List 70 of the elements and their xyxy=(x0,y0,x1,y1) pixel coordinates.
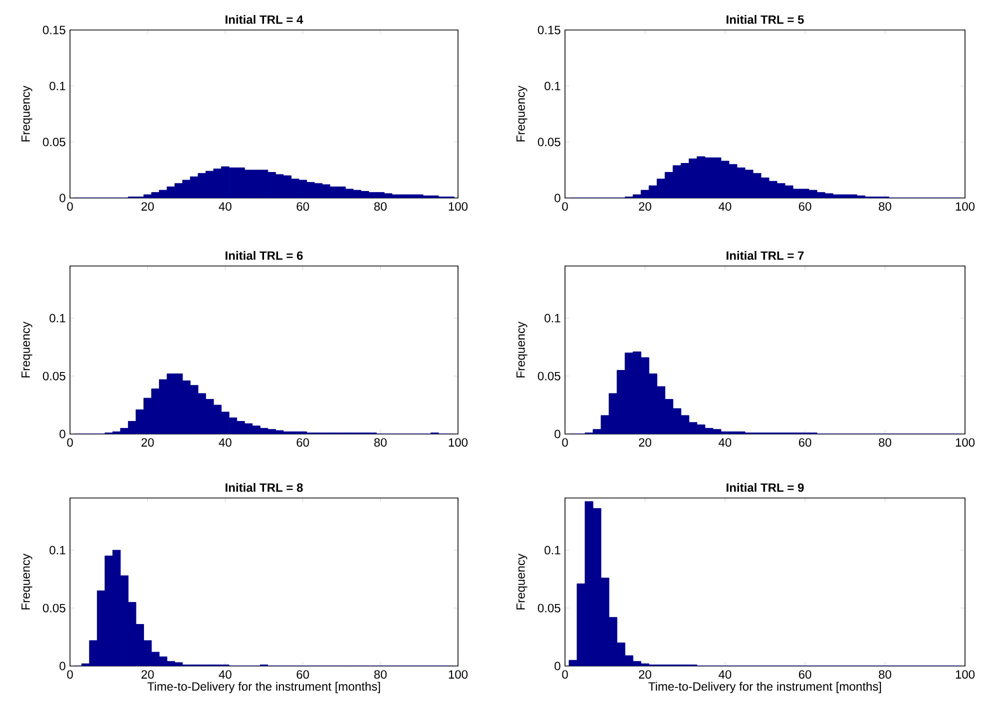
x-tick-label: 100 xyxy=(448,438,468,447)
y-tick-label: 0 xyxy=(60,194,66,202)
y-tick-label: 0.05 xyxy=(42,372,66,380)
x-tick-label: 60 xyxy=(296,670,310,679)
chart-title: Initial TRL = 6 xyxy=(226,251,303,260)
x-tick-label: 20 xyxy=(638,202,652,211)
x-tick-label: 80 xyxy=(878,670,892,679)
x-axis-title: Time-to-Delivery for the instrument [months] xyxy=(648,682,881,694)
y-axis-title: Frequency xyxy=(516,322,528,378)
x-tick-label: 20 xyxy=(638,438,652,447)
y-axis-title: Frequency xyxy=(22,86,32,142)
x-tick-label: 20 xyxy=(142,438,154,447)
y-tick-label: 0 xyxy=(60,662,66,670)
y-axis-title: Frequency xyxy=(516,86,528,142)
x-tick-label: 40 xyxy=(218,438,232,447)
chart-title: Initial TRL = 7 xyxy=(726,251,804,260)
x-tick-label: 60 xyxy=(296,438,310,447)
y-tick-label: 0.05 xyxy=(538,138,560,146)
y-tick-label: 0 xyxy=(554,194,560,202)
y-tick-label: 0.05 xyxy=(42,138,66,146)
x-tick-label: 100 xyxy=(956,438,975,447)
y-tick-label: 0.1 xyxy=(544,546,560,554)
chart-title: Initial TRL = 9 xyxy=(726,483,804,492)
x-tick-label: 80 xyxy=(374,438,387,447)
x-tick-label: 40 xyxy=(718,438,732,447)
y-axis-title: Frequency xyxy=(22,554,32,610)
y-tick-label: 0 xyxy=(554,430,560,438)
x-tick-label: 80 xyxy=(374,670,387,679)
x-tick-label: 20 xyxy=(638,670,652,679)
x-tick-label: 0 xyxy=(67,438,73,447)
x-tick-label: 40 xyxy=(218,670,232,679)
y-tick-label: 0.1 xyxy=(544,82,560,90)
x-tick-label: 0 xyxy=(562,670,568,679)
y-axis-title: Frequency xyxy=(22,322,32,378)
x-tick-label: 60 xyxy=(798,670,812,679)
x-tick-label: 100 xyxy=(956,202,975,211)
x-tick-label: 60 xyxy=(798,438,812,447)
x-tick-label: 100 xyxy=(448,670,468,679)
y-tick-label: 0 xyxy=(554,662,560,670)
chart-title: Initial TRL = 8 xyxy=(226,483,303,492)
y-axis-title: Frequency xyxy=(516,554,528,610)
x-tick-label: 0 xyxy=(562,202,568,211)
x-tick-label: 0 xyxy=(67,202,73,211)
chart-title: Initial TRL = 4 xyxy=(226,14,304,24)
x-tick-label: 60 xyxy=(798,202,812,211)
x-tick-label: 80 xyxy=(878,438,892,447)
y-tick-label: 0.05 xyxy=(538,372,560,380)
x-tick-label: 0 xyxy=(562,438,568,447)
x-tick-label: 40 xyxy=(718,670,732,679)
y-tick-label: 0 xyxy=(60,430,66,438)
x-axis-title: Time-to-Delivery for the instrument [months] xyxy=(147,682,380,694)
x-tick-label: 60 xyxy=(296,202,310,211)
chart-title: Initial TRL = 5 xyxy=(726,14,804,24)
y-tick-label: 0.1 xyxy=(544,314,560,322)
x-tick-label: 80 xyxy=(878,202,892,211)
y-tick-label: 0.1 xyxy=(50,314,66,322)
x-tick-label: 0 xyxy=(67,670,73,679)
x-tick-label: 100 xyxy=(448,202,468,211)
x-tick-label: 40 xyxy=(718,202,732,211)
x-tick-label: 80 xyxy=(374,202,387,211)
y-tick-label: 0.05 xyxy=(538,604,560,612)
y-tick-label: 0.1 xyxy=(50,546,66,554)
x-tick-label: 100 xyxy=(956,670,975,679)
y-tick-label: 0.15 xyxy=(538,26,560,34)
x-tick-label: 40 xyxy=(218,202,232,211)
y-tick-label: 0.05 xyxy=(42,604,66,612)
x-tick-label: 20 xyxy=(142,202,154,211)
y-tick-label: 0.1 xyxy=(50,82,66,90)
y-tick-label: 0.15 xyxy=(42,26,66,34)
x-tick-label: 20 xyxy=(142,670,154,679)
